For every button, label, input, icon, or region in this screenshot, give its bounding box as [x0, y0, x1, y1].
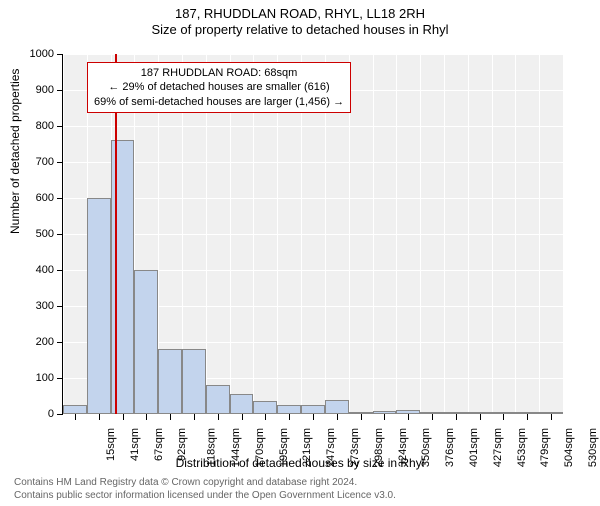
x-tick-label: 479sqm: [540, 428, 552, 467]
x-tick: [170, 414, 171, 420]
x-tick-label: 247sqm: [325, 428, 337, 467]
x-tick: [527, 414, 528, 420]
x-tick: [456, 414, 457, 420]
footer-line-1: Contains HM Land Registry data © Crown c…: [14, 477, 396, 490]
footer-line-2: Contains public sector information licen…: [14, 490, 396, 503]
grid-line: [396, 54, 397, 414]
x-tick-label: 67sqm: [153, 428, 165, 461]
y-tick-label: 200: [14, 336, 54, 348]
y-tick-label: 400: [14, 264, 54, 276]
annotation-box: 187 RHUDDLAN ROAD: 68sqm← 29% of detache…: [87, 62, 351, 113]
page-subtitle: Size of property relative to detached ho…: [0, 22, 600, 37]
histogram-bar: [182, 349, 206, 414]
grid-line: [373, 54, 374, 414]
y-tick-label: 500: [14, 228, 54, 240]
x-tick: [313, 414, 314, 420]
histogram-bar: [63, 405, 87, 414]
histogram-bar: [87, 198, 111, 414]
x-tick-label: 221sqm: [302, 428, 314, 467]
y-tick-label: 300: [14, 300, 54, 312]
footer: Contains HM Land Registry data © Crown c…: [14, 477, 396, 502]
y-tick-label: 700: [14, 156, 54, 168]
histogram-bar: [230, 394, 254, 414]
x-tick-label: 195sqm: [278, 428, 290, 467]
y-tick-label: 800: [14, 120, 54, 132]
grid-line: [444, 54, 445, 414]
y-tick-label: 1000: [14, 48, 54, 60]
x-tick-label: 324sqm: [397, 428, 409, 467]
x-tick-label: 273sqm: [349, 428, 361, 467]
x-tick-label: 15sqm: [105, 428, 117, 461]
annotation-line: 187 RHUDDLAN ROAD: 68sqm: [94, 66, 344, 80]
x-tick: [123, 414, 124, 420]
annotation-line: ← 29% of detached houses are smaller (61…: [94, 80, 344, 94]
x-tick-label: 144sqm: [230, 428, 242, 467]
x-tick-label: 453sqm: [516, 428, 528, 467]
grid-line: [63, 198, 563, 199]
grid-line: [492, 54, 493, 414]
x-tick-label: 41sqm: [129, 428, 141, 461]
grid-line: [63, 126, 563, 127]
histogram-bar: [277, 405, 301, 414]
x-tick-label: 170sqm: [254, 428, 266, 467]
x-tick: [408, 414, 409, 420]
x-tick-label: 427sqm: [492, 428, 504, 467]
grid-line: [63, 54, 64, 414]
x-tick: [242, 414, 243, 420]
x-tick: [99, 414, 100, 420]
x-tick: [551, 414, 552, 420]
x-tick: [384, 414, 385, 420]
x-tick: [75, 414, 76, 420]
x-tick: [146, 414, 147, 420]
histogram-bar: [134, 270, 158, 414]
y-tick: [57, 414, 63, 415]
x-tick-label: 504sqm: [563, 428, 575, 467]
x-tick: [265, 414, 266, 420]
grid-line: [563, 54, 564, 414]
x-tick: [218, 414, 219, 420]
grid-line: [539, 54, 540, 414]
y-tick-label: 900: [14, 84, 54, 96]
x-tick-label: 298sqm: [373, 428, 385, 467]
x-axis-label: Distribution of detached houses by size …: [0, 456, 600, 470]
x-tick: [361, 414, 362, 420]
grid-line: [515, 54, 516, 414]
page-title: 187, RHUDDLAN ROAD, RHYL, LL18 2RH: [0, 6, 600, 21]
x-tick-label: 376sqm: [444, 428, 456, 467]
grid-line: [63, 234, 563, 235]
x-tick-label: 401sqm: [468, 428, 480, 467]
x-tick: [503, 414, 504, 420]
x-tick: [289, 414, 290, 420]
x-tick: [480, 414, 481, 420]
grid-line: [468, 54, 469, 414]
grid-line: [420, 54, 421, 414]
x-tick: [432, 414, 433, 420]
x-tick-label: 350sqm: [421, 428, 433, 467]
histogram-bar: [253, 401, 277, 414]
x-tick-label: 118sqm: [205, 428, 217, 466]
histogram-bar: [206, 385, 230, 414]
annotation-line: 69% of semi-detached houses are larger (…: [94, 95, 344, 109]
x-tick-label: 530sqm: [587, 428, 599, 467]
histogram-bar: [301, 405, 325, 414]
histogram-bar: [158, 349, 182, 414]
y-tick-label: 600: [14, 192, 54, 204]
x-tick: [194, 414, 195, 420]
x-tick-label: 92sqm: [176, 428, 188, 461]
x-tick: [337, 414, 338, 420]
grid-line: [63, 162, 563, 163]
histogram-bar: [325, 400, 349, 414]
grid-line: [63, 54, 563, 55]
y-tick-label: 0: [14, 408, 54, 420]
y-tick-label: 100: [14, 372, 54, 384]
